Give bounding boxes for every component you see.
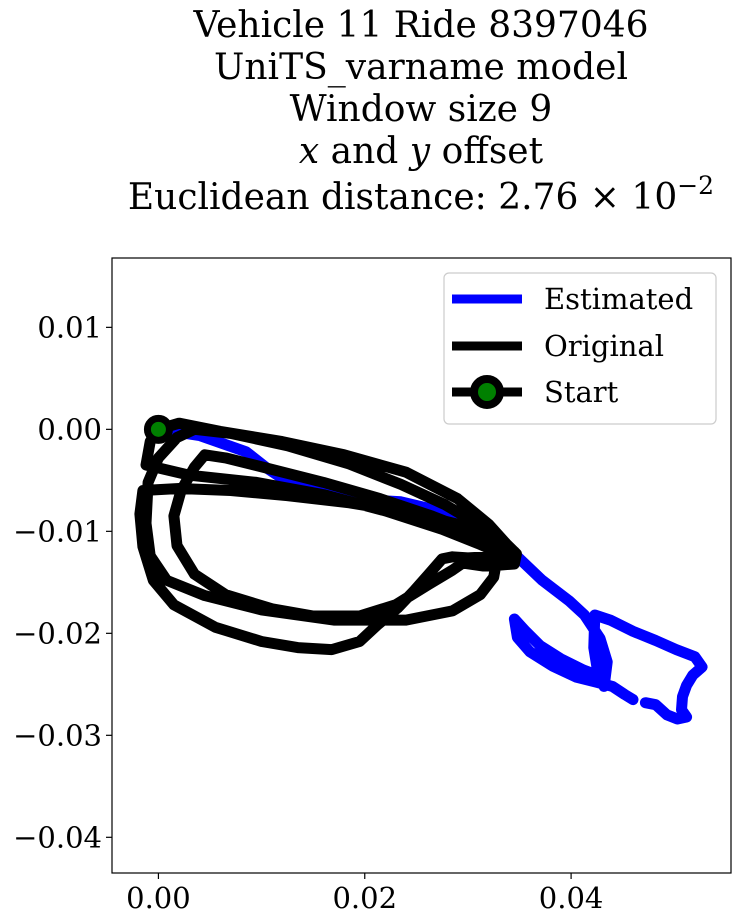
title-offset-and: and (319, 131, 410, 172)
title-line-distance: Euclidean distance: 2.76 × 10−2 (128, 171, 714, 218)
title-offset-suffix: offset (430, 131, 543, 172)
title-offset-x: x (299, 131, 319, 172)
legend-estimated-label: Estimated (544, 282, 693, 316)
x-tick-label: 0.02 (332, 881, 397, 915)
legend-start-label: Start (544, 375, 619, 409)
legend-box (443, 272, 717, 425)
y-axis: 0.01 0.00 −0.01 −0.02 −0.03 −0.04 (13, 310, 112, 854)
title-line-offset: x and y offset (299, 131, 544, 172)
series-estimated-path (508, 613, 639, 706)
title-line-model: UniTS_varname model (214, 47, 628, 88)
y-tick-label: 0.01 (37, 310, 102, 344)
chart-title: Vehicle 11 Ride 8397046 UniTS_varname mo… (128, 5, 714, 218)
legend-start-marker (470, 375, 504, 409)
title-offset-y: y (408, 131, 431, 172)
y-tick-label: 0.00 (37, 412, 102, 446)
title-distance-exp: −2 (677, 171, 714, 200)
plot-frame (111, 257, 732, 874)
y-tick-label: −0.01 (13, 514, 102, 548)
x-tick-label: 0.00 (126, 881, 191, 915)
series-start-marker (143, 414, 173, 444)
x-tick-label: 0.04 (539, 881, 604, 915)
y-tick-label: −0.03 (13, 718, 102, 752)
legend: Estimated Original Start (443, 272, 717, 425)
legend-original-label: Original (544, 329, 664, 363)
title-line-vehicle: Vehicle 11 Ride 8397046 (192, 5, 648, 46)
title-distance-prefix: Euclidean distance: 2.76 (128, 177, 578, 218)
y-tick-label: −0.02 (13, 616, 102, 650)
series-original-path (134, 417, 522, 656)
x-axis: 0.00 0.02 0.04 (126, 873, 603, 915)
title-distance-times: × 10 (578, 177, 677, 218)
title-line-window: Window size 9 (290, 89, 553, 130)
series-layer (134, 414, 708, 725)
y-tick-label: −0.04 (13, 820, 102, 854)
